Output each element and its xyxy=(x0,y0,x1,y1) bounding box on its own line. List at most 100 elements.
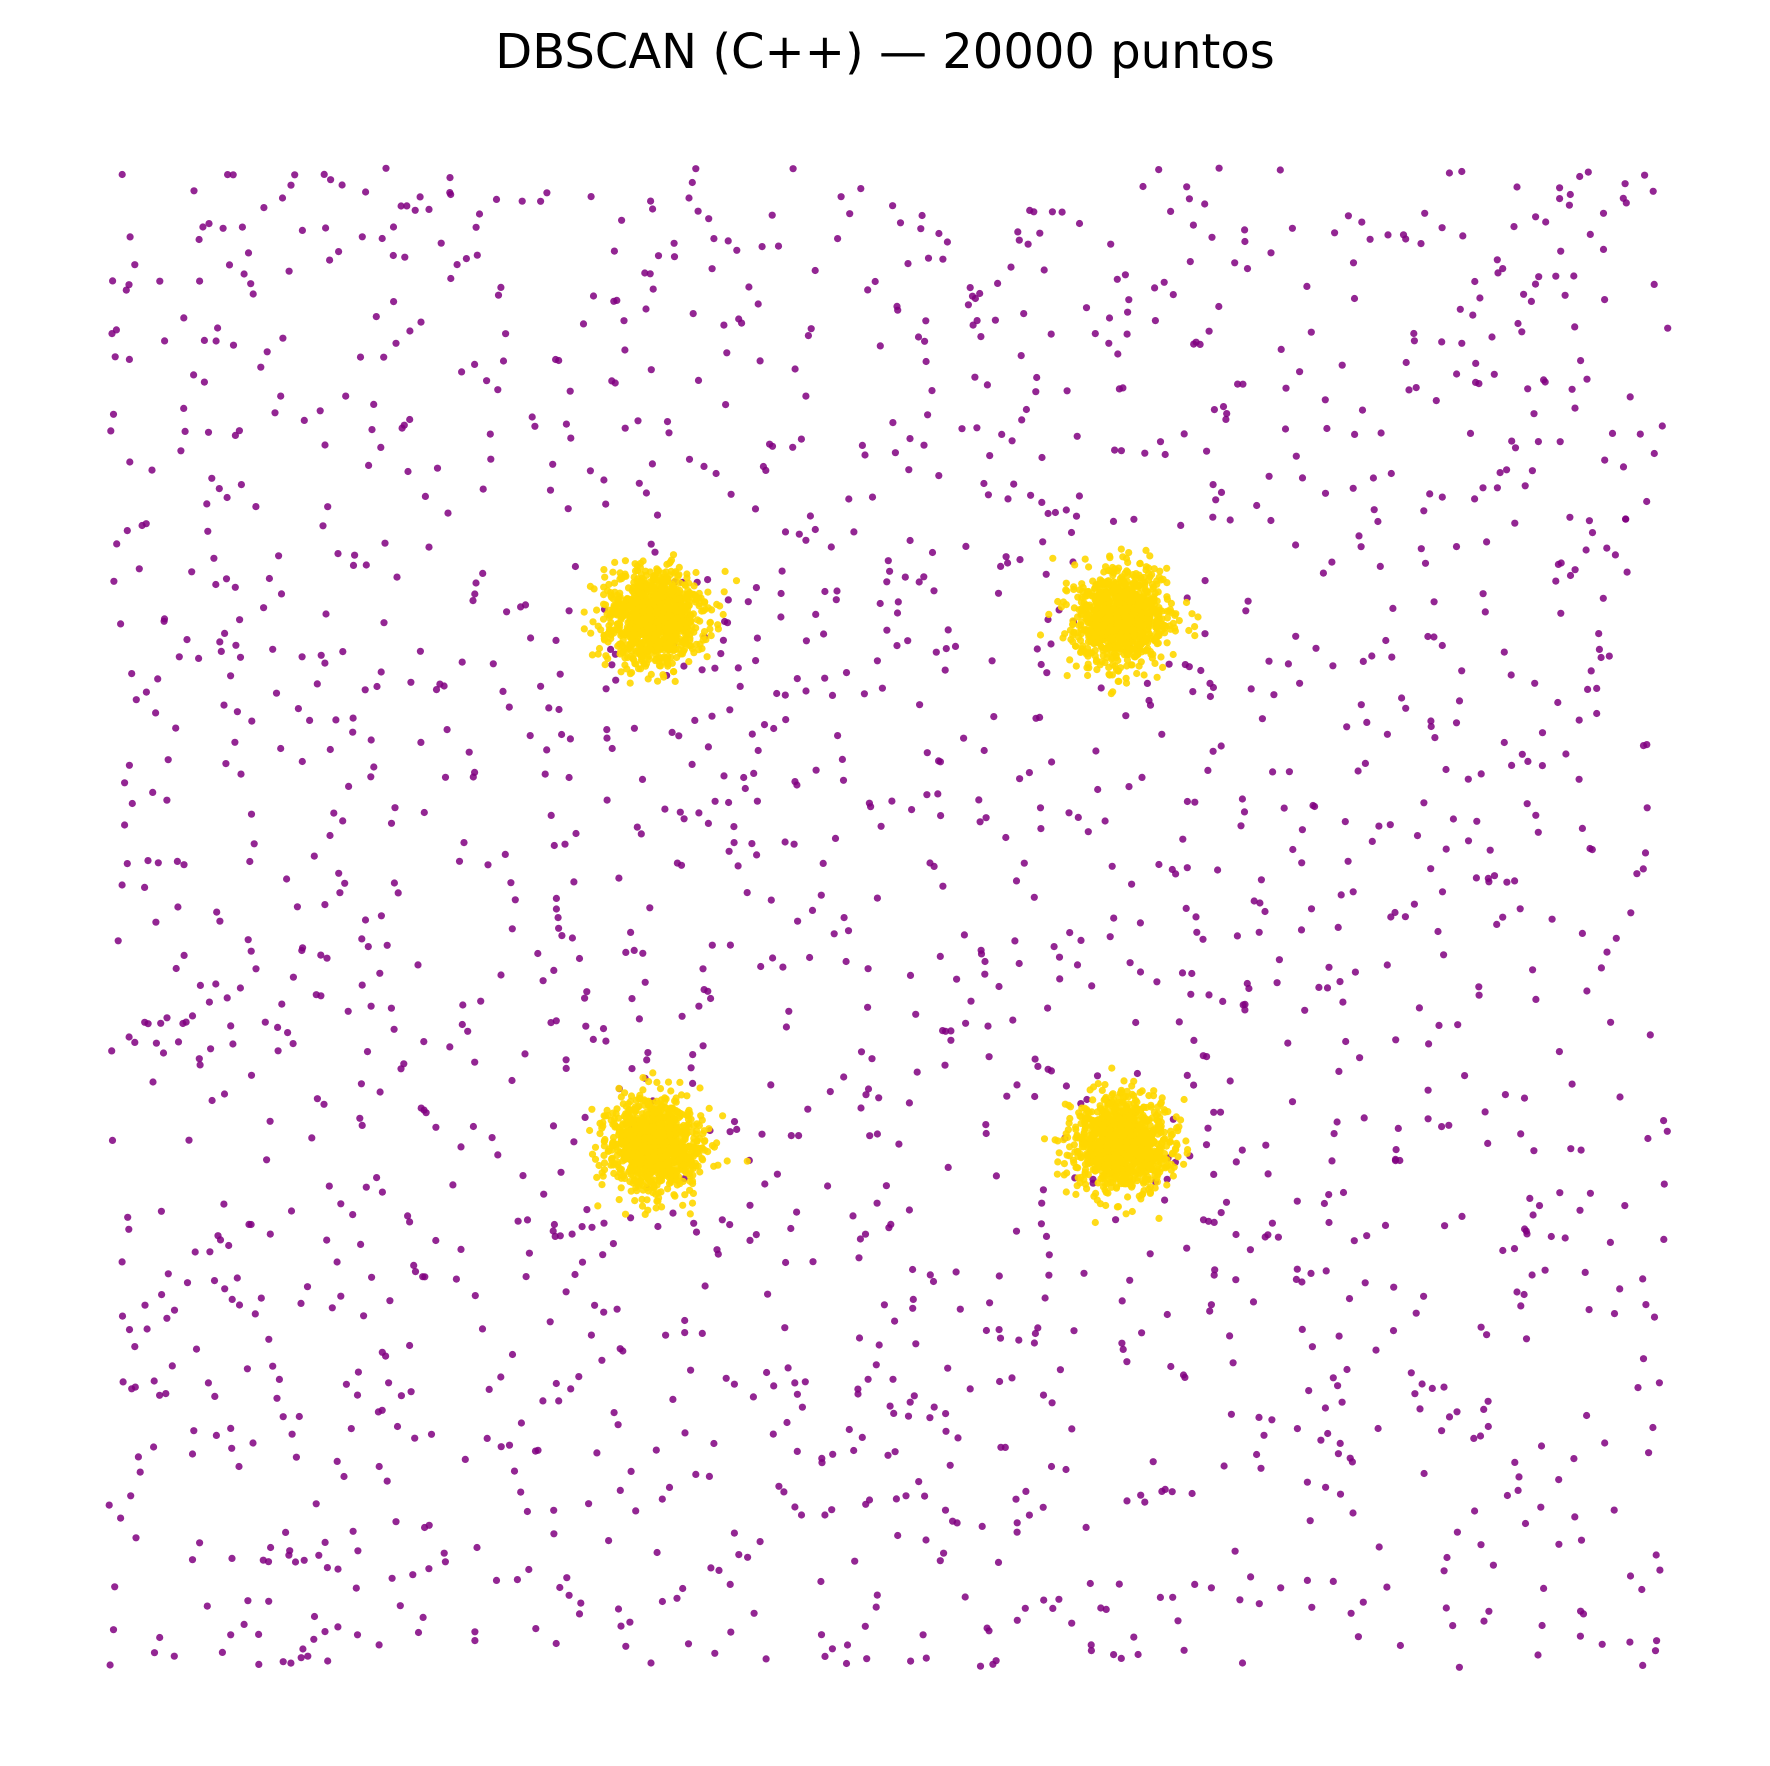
data-point xyxy=(1183,183,1191,191)
data-point xyxy=(1094,621,1102,630)
data-point xyxy=(733,246,741,254)
data-point xyxy=(531,422,539,430)
data-point xyxy=(1189,221,1197,229)
data-point xyxy=(1222,1198,1231,1206)
data-point xyxy=(614,642,622,650)
data-point xyxy=(1151,618,1160,626)
data-point xyxy=(784,1364,792,1372)
data-point xyxy=(1260,1431,1268,1439)
data-point xyxy=(1141,585,1150,594)
data-point xyxy=(1534,1651,1542,1659)
data-point xyxy=(1110,1651,1118,1659)
data-point xyxy=(580,608,588,616)
data-point xyxy=(1611,551,1619,559)
data-point xyxy=(648,460,657,468)
data-point xyxy=(752,1231,760,1239)
data-point xyxy=(617,573,625,581)
data-point xyxy=(125,1225,133,1233)
data-point xyxy=(634,417,642,425)
data-point xyxy=(602,500,610,508)
data-point xyxy=(294,705,302,713)
data-point xyxy=(334,550,342,558)
data-point xyxy=(994,1558,1003,1566)
data-point xyxy=(617,631,625,640)
data-point xyxy=(1024,240,1032,248)
data-point xyxy=(358,1121,366,1129)
data-point xyxy=(358,935,366,943)
data-point xyxy=(921,1492,929,1500)
data-point xyxy=(583,1206,591,1214)
data-point xyxy=(383,941,391,949)
data-point xyxy=(229,171,237,179)
data-point xyxy=(1088,592,1096,600)
data-point xyxy=(1049,554,1057,562)
data-point xyxy=(349,714,357,722)
data-point xyxy=(939,255,947,263)
data-point xyxy=(671,677,679,686)
data-point xyxy=(923,749,931,757)
data-point xyxy=(522,1273,530,1281)
data-point xyxy=(884,557,892,565)
data-point xyxy=(1402,358,1410,367)
data-point xyxy=(958,425,966,433)
data-point xyxy=(861,1622,869,1630)
data-point xyxy=(546,1318,554,1326)
data-point xyxy=(1288,224,1296,232)
data-point xyxy=(1083,1095,1091,1104)
data-point xyxy=(685,658,693,666)
data-point xyxy=(1607,1018,1615,1026)
data-point xyxy=(670,619,678,628)
data-point xyxy=(842,1659,851,1668)
data-point xyxy=(471,1292,479,1300)
data-point xyxy=(802,536,810,544)
data-point xyxy=(367,736,375,744)
data-point xyxy=(831,834,840,843)
data-point xyxy=(1387,913,1395,921)
data-point xyxy=(1111,446,1119,454)
data-point xyxy=(775,1482,783,1490)
data-point xyxy=(1514,1486,1522,1494)
data-point xyxy=(471,360,479,368)
data-point xyxy=(1296,368,1304,376)
data-point xyxy=(365,461,373,469)
data-point xyxy=(679,1177,687,1186)
data-point xyxy=(1571,323,1579,331)
data-point xyxy=(817,891,825,899)
data-point xyxy=(883,578,891,586)
data-point xyxy=(1163,639,1171,647)
data-point xyxy=(635,621,644,629)
data-point xyxy=(621,424,629,432)
data-point xyxy=(1205,327,1213,335)
data-point xyxy=(141,883,149,892)
data-point xyxy=(811,525,819,534)
data-point xyxy=(997,1443,1005,1451)
data-point xyxy=(386,1297,394,1305)
data-point xyxy=(1584,685,1592,694)
data-point xyxy=(382,164,390,172)
data-point xyxy=(1061,630,1069,638)
data-point xyxy=(609,1240,618,1248)
data-point xyxy=(223,493,231,502)
data-point xyxy=(568,934,577,942)
data-point xyxy=(598,1169,606,1177)
data-point xyxy=(692,165,700,173)
data-point xyxy=(349,1211,357,1219)
data-point xyxy=(300,416,308,424)
data-point xyxy=(977,946,985,954)
data-point xyxy=(842,957,850,966)
data-point xyxy=(868,493,877,501)
data-point xyxy=(1017,352,1025,360)
data-point xyxy=(214,1232,222,1240)
data-point xyxy=(1098,658,1106,666)
data-point xyxy=(277,744,285,753)
data-point xyxy=(1601,1439,1609,1447)
data-point xyxy=(617,1184,625,1192)
data-point xyxy=(297,1299,305,1307)
data-point xyxy=(1658,422,1666,430)
data-point xyxy=(603,734,611,742)
data-point xyxy=(378,234,386,243)
data-point xyxy=(700,628,709,636)
data-point xyxy=(367,1002,375,1010)
data-point xyxy=(1030,1339,1038,1347)
data-point xyxy=(227,1631,235,1639)
